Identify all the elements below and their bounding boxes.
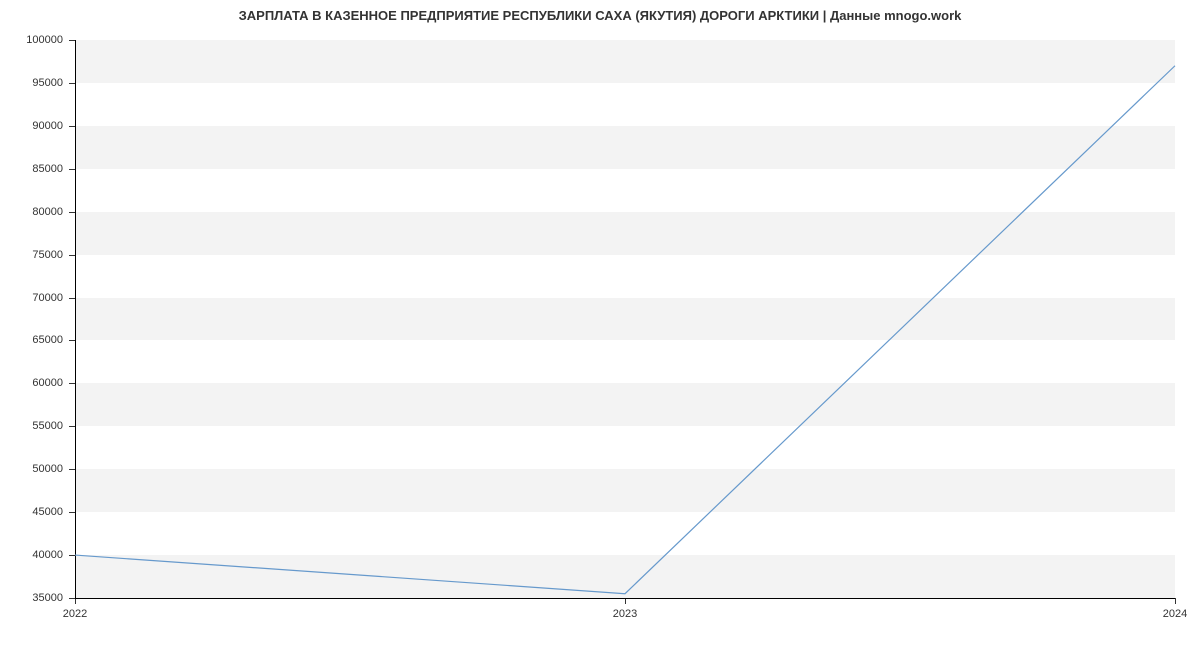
x-axis-line: [75, 598, 1175, 599]
y-axis-label: 35000: [0, 592, 63, 604]
series-svg: [75, 40, 1175, 598]
y-axis-label: 70000: [0, 292, 63, 304]
salary-line: [75, 66, 1175, 594]
y-axis-label: 45000: [0, 506, 63, 518]
x-tick: [1175, 598, 1176, 604]
y-axis-label: 75000: [0, 249, 63, 261]
y-axis-label: 65000: [0, 334, 63, 346]
plot-area: 3500040000450005000055000600006500070000…: [75, 40, 1175, 598]
y-axis-label: 60000: [0, 377, 63, 389]
y-axis-label: 50000: [0, 463, 63, 475]
y-axis-label: 85000: [0, 163, 63, 175]
x-axis-label: 2024: [1163, 608, 1187, 620]
chart-title: ЗАРПЛАТА В КАЗЕННОЕ ПРЕДПРИЯТИЕ РЕСПУБЛИ…: [0, 8, 1200, 23]
y-axis-label: 80000: [0, 206, 63, 218]
y-axis-label: 100000: [0, 34, 63, 46]
salary-chart: ЗАРПЛАТА В КАЗЕННОЕ ПРЕДПРИЯТИЕ РЕСПУБЛИ…: [0, 0, 1200, 650]
x-axis-label: 2023: [613, 608, 637, 620]
y-axis-label: 55000: [0, 420, 63, 432]
y-axis-label: 40000: [0, 549, 63, 561]
y-axis-label: 90000: [0, 120, 63, 132]
x-axis-label: 2022: [63, 608, 87, 620]
y-axis-label: 95000: [0, 77, 63, 89]
